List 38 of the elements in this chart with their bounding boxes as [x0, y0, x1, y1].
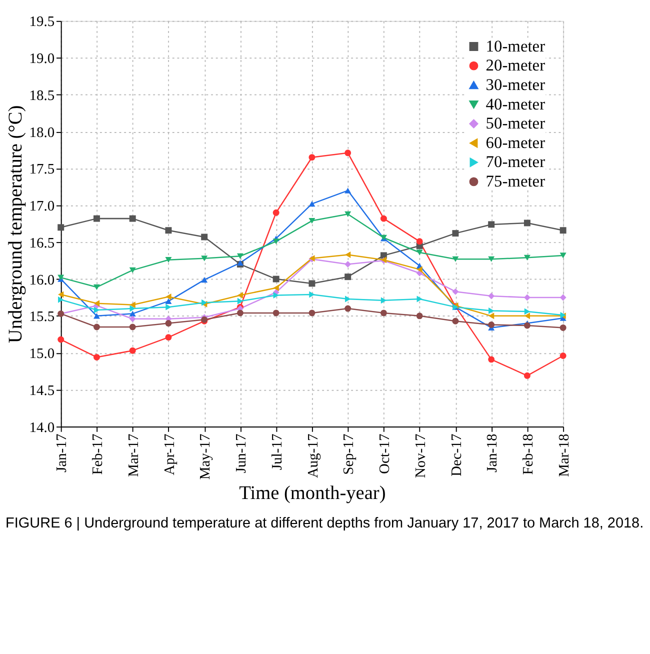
x-tick-label: May-17 — [198, 434, 214, 480]
legend-label: 75-meter — [486, 172, 546, 191]
x-tick-label: Jan-17 — [54, 434, 70, 472]
x-tick-label: Apr-17 — [162, 434, 178, 476]
y-tick-label: 18.5 — [29, 88, 55, 104]
x-tick-label: Jun-17 — [234, 434, 250, 474]
y-tick-label: 14.0 — [29, 420, 55, 436]
x-tick-label: Mar-18 — [556, 434, 572, 477]
x-tick-label: Oct-17 — [377, 434, 394, 474]
y-tick-label: 17.5 — [29, 162, 55, 178]
y-tick-label: 15.0 — [29, 346, 55, 362]
x-tick-label: Aug-17 — [305, 434, 322, 478]
x-tick-label: Jul-17 — [269, 434, 286, 470]
y-tick-label: 16.5 — [29, 235, 55, 252]
x-tick-label: Sep-17 — [341, 434, 358, 475]
x-tick-label: Jan-18 — [484, 434, 501, 472]
legend-label: 50-meter — [486, 114, 546, 133]
y-tick-label: 19.5 — [29, 14, 55, 30]
caption: FIGURE 6 | Underground temperature at different depths from January 17, 2017 to March 18, 2018. — [6, 515, 644, 532]
y-tick-label: 19.0 — [29, 51, 55, 68]
x-tick-label: Feb-18 — [520, 434, 537, 475]
x-tick-label: Nov-17 — [412, 434, 429, 478]
y-tick-label: 16.0 — [29, 272, 55, 288]
legend-label: 60-meter — [486, 132, 546, 152]
legend-label: 70-meter — [486, 152, 546, 172]
x-tick-label: Mar-17 — [126, 434, 142, 477]
y-tick-label: 18.0 — [29, 124, 55, 141]
y-tick-label: 17.0 — [29, 198, 55, 215]
legend-label: 20-meter — [486, 56, 546, 75]
legend-label: 40-meter — [486, 94, 546, 114]
x-tick-label: Dec-17 — [448, 434, 465, 476]
x-tick-label: Feb-17 — [90, 434, 106, 475]
legend-label: 30-meter — [486, 74, 546, 94]
y-tick-label: 14.5 — [29, 382, 55, 399]
x-axis-title: Time (month-year) — [239, 482, 386, 504]
y-tick-label: 15.5 — [29, 309, 55, 326]
y-axis-title: Underground temperature (°C) — [5, 105, 26, 344]
legend-label: 10-meter — [486, 36, 546, 56]
